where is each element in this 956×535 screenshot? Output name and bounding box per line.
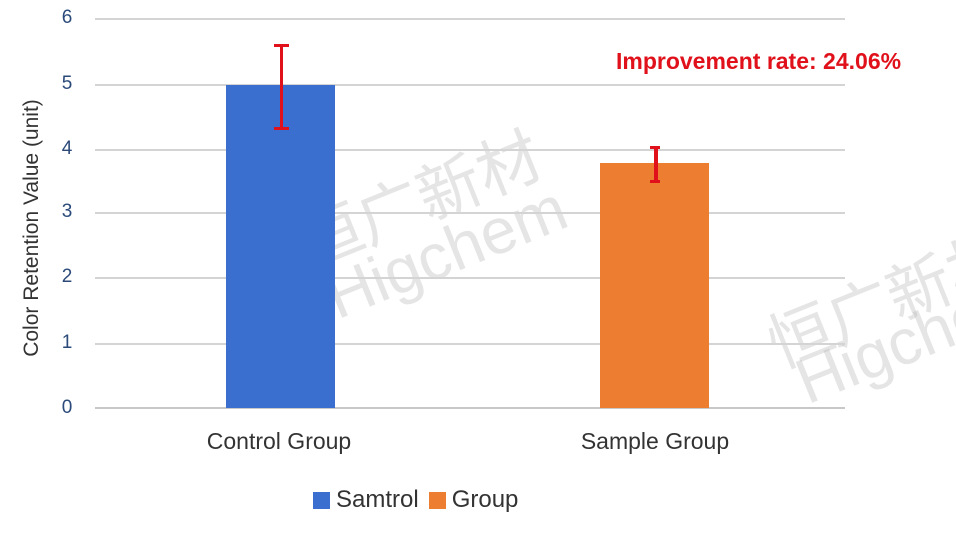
watermark-en-2: Higchem	[785, 256, 956, 418]
error-cap-bottom-sample	[650, 180, 660, 183]
y-tick-4: 4	[61, 138, 73, 159]
x-label-sample-group: Sample Group	[580, 428, 730, 454]
error-cap-top-control	[274, 44, 289, 47]
bar-control-group	[226, 85, 335, 408]
gridline-3	[95, 212, 845, 214]
watermark-cn-2: 恒广新材	[757, 219, 956, 382]
y-axis-label: Color Retention Value (unit)	[20, 99, 43, 357]
gridline-4	[95, 149, 845, 151]
y-tick-2: 2	[61, 266, 73, 287]
error-cap-top-sample	[650, 146, 660, 149]
y-tick-6: 6	[61, 7, 73, 28]
y-tick-0: 0	[61, 397, 73, 418]
legend: Samtrol Group	[313, 486, 518, 514]
watermark-en: Higchem	[315, 171, 577, 333]
y-tick-1: 1	[61, 332, 73, 353]
x-axis-line	[95, 407, 845, 409]
gridline-6	[95, 18, 845, 20]
gridline-1	[95, 343, 845, 345]
bar-sample-group	[600, 163, 709, 408]
gridline-2	[95, 277, 845, 279]
legend-swatch-blue	[313, 491, 330, 509]
error-bar-control	[280, 45, 283, 129]
y-tick-3: 3	[61, 201, 73, 222]
x-label-control-group: Control Group	[206, 428, 352, 454]
y-tick-5: 5	[61, 73, 73, 94]
legend-swatch-orange	[428, 491, 446, 509]
error-bar-sample	[654, 147, 658, 182]
legend-label-samtrol: Samtrol	[336, 486, 419, 513]
legend-label-group: Group	[451, 486, 519, 513]
error-cap-bottom-control	[274, 127, 289, 130]
improvement-annotation: Improvement rate: 24.06%	[616, 48, 902, 74]
gridline-5	[95, 84, 845, 86]
